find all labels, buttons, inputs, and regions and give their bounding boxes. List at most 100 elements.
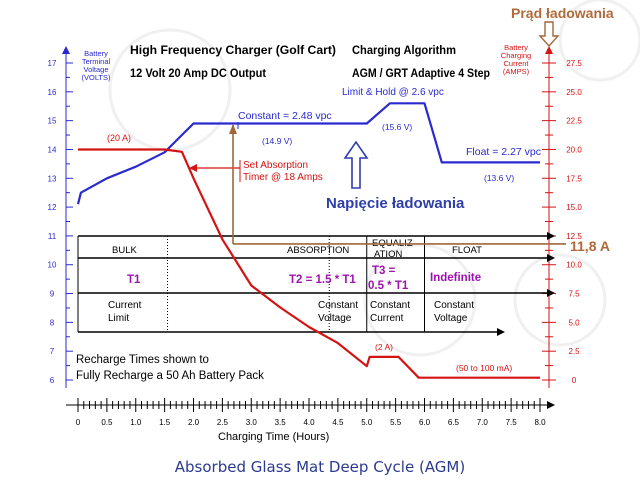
table-hline-arrow <box>547 289 555 297</box>
v156-label: (15.6 V) <box>382 122 412 132</box>
stage-mode: Constant <box>318 300 358 311</box>
stage-time: T2 = 1.5 * T1 <box>289 274 356 286</box>
watermark-ring-2 <box>558 0 640 82</box>
recharge-note-2: Fully Recharge a 50 Ah Battery Pack <box>76 370 264 382</box>
x-axis-arrow <box>547 401 555 409</box>
a20-label: (20 A) <box>107 133 131 143</box>
x-tick-label: 4.5 <box>332 418 344 427</box>
stage-mode: Limit <box>108 313 129 324</box>
stage-time: Indefinite <box>430 272 481 284</box>
x-tick-label: 7.5 <box>506 418 518 427</box>
left-tick-label: 17 <box>48 59 57 68</box>
right-tick-label: 17.5 <box>566 174 582 183</box>
x-tick-label: 2.5 <box>217 418 229 427</box>
right-axis-label: Battery <box>504 43 528 52</box>
left-tick-label: 11 <box>48 232 57 241</box>
right-tick-label: 2.5 <box>568 347 580 356</box>
right-tick-label: 15.0 <box>566 203 582 212</box>
left-tick-label: 9 <box>50 290 55 299</box>
v149-label: (14.9 V) <box>262 136 292 146</box>
chart-text: High Frequency Charger (Golf Cart) 12 Vo… <box>76 5 614 443</box>
left-tick-label: 8 <box>50 318 55 327</box>
left-tick-label: 6 <box>50 376 55 385</box>
a2-label: (2 A) <box>375 342 393 352</box>
right-tick-label: 12.5 <box>566 232 582 241</box>
stage-time: T3 = <box>372 265 396 277</box>
x-tick-label: 1.5 <box>159 418 171 427</box>
table-hline-arrow <box>547 232 555 240</box>
left-tick-label: 14 <box>48 145 57 154</box>
x-tick-label: 8.0 <box>534 418 546 427</box>
right-axis-label: Current <box>503 59 529 68</box>
stage-mode: Current <box>370 313 404 324</box>
table-hline-arrow <box>497 328 505 336</box>
right-tick-label: 27.5 <box>566 59 582 68</box>
axes: 67891011121314151617BatteryTerminalVolta… <box>48 43 583 427</box>
title-left-2: 12 Volt 20 Amp DC Output <box>130 68 266 80</box>
stage-mode: Voltage <box>318 313 352 324</box>
right-tick-label: 5.0 <box>568 318 580 327</box>
x-axis-label: Charging Time (Hours) <box>218 431 329 443</box>
right-tick-label: 7.5 <box>568 290 580 299</box>
stage-time: T1 <box>127 274 141 286</box>
constant-label: Constant = 2.48 vpc <box>238 110 332 122</box>
watermark-ring-1 <box>363 243 477 357</box>
left-axis-label: Battery <box>84 49 108 58</box>
left-tick-label: 10 <box>48 261 57 270</box>
v136-label: (13.6 V) <box>484 173 514 183</box>
right-axis-label: Charging <box>501 51 531 60</box>
limit-hold-label: Limit & Hold @ 2.6 vpc <box>342 87 444 98</box>
right-tick-label: 22.5 <box>566 117 582 126</box>
stage-mode: Constant <box>434 300 474 311</box>
x-tick-label: 5.0 <box>361 418 373 427</box>
figure-caption: Absorbed Glass Mat Deep Cycle (AGM) <box>174 458 466 476</box>
x-tick-label: 3.0 <box>246 418 258 427</box>
left-tick-label: 12 <box>48 203 57 212</box>
set-absorption-arrow-head <box>189 164 197 172</box>
x-tick-label: 0.5 <box>101 418 113 427</box>
left-axis-arrow <box>62 46 70 54</box>
float-label: Float = 2.27 vpc <box>466 146 541 158</box>
voltage-curve <box>76 102 540 205</box>
current-marker-label: 11,8 A <box>570 238 610 254</box>
set-absorption-2: Timer @ 18 Amps <box>243 172 323 183</box>
stage-name: ATION <box>374 249 402 260</box>
x-tick-label: 4.0 <box>303 418 315 427</box>
right-axis-label: (AMPS) <box>503 67 530 76</box>
recharge-note-1: Recharge Times shown to <box>76 354 209 366</box>
napiecie-arrow <box>343 140 369 189</box>
x-tick-label: 1.0 <box>130 418 142 427</box>
series <box>76 102 540 379</box>
current-curve <box>78 148 540 379</box>
left-axis-label: (VOLTS) <box>81 73 111 82</box>
left-tick-label: 7 <box>50 347 55 356</box>
title-left-1: High Frequency Charger (Golf Cart) <box>130 45 336 57</box>
stage-mode: Current <box>108 300 142 311</box>
x-tick-label: 6.0 <box>419 418 431 427</box>
title-right-2: AGM / GRT Adaptive 4 Step <box>352 68 490 80</box>
left-axis-label: Voltage <box>83 65 108 74</box>
set-absorption-1: Set Absorption <box>243 160 308 171</box>
napiecie-ladowania-label: Napięcie ładowania <box>326 195 465 212</box>
prad-ladowania-label: Prąd ładowania <box>511 5 614 21</box>
right-axis-arrow <box>545 46 553 54</box>
right-tick-label: 0 <box>572 376 577 385</box>
left-tick-label: 13 <box>48 174 57 183</box>
prad-arrow <box>538 21 560 48</box>
watermark-ring-3 <box>513 253 607 347</box>
a50-100-label: (50 to 100 mA) <box>456 363 512 373</box>
left-axis-label: Terminal <box>82 57 111 66</box>
stage-name: FLOAT <box>452 245 482 256</box>
x-tick-label: 6.5 <box>448 418 460 427</box>
left-tick-label: 16 <box>48 88 57 97</box>
left-tick-label: 15 <box>48 117 57 126</box>
overlay-arrows <box>189 21 566 245</box>
right-tick-label: 20.0 <box>566 145 582 154</box>
x-tick-label: 0 <box>76 418 81 427</box>
title-right-1: Charging Algorithm <box>352 45 456 57</box>
stage-mode: Constant <box>370 300 410 311</box>
x-tick-label: 7.0 <box>477 418 489 427</box>
x-tick-label: 3.5 <box>275 418 287 427</box>
